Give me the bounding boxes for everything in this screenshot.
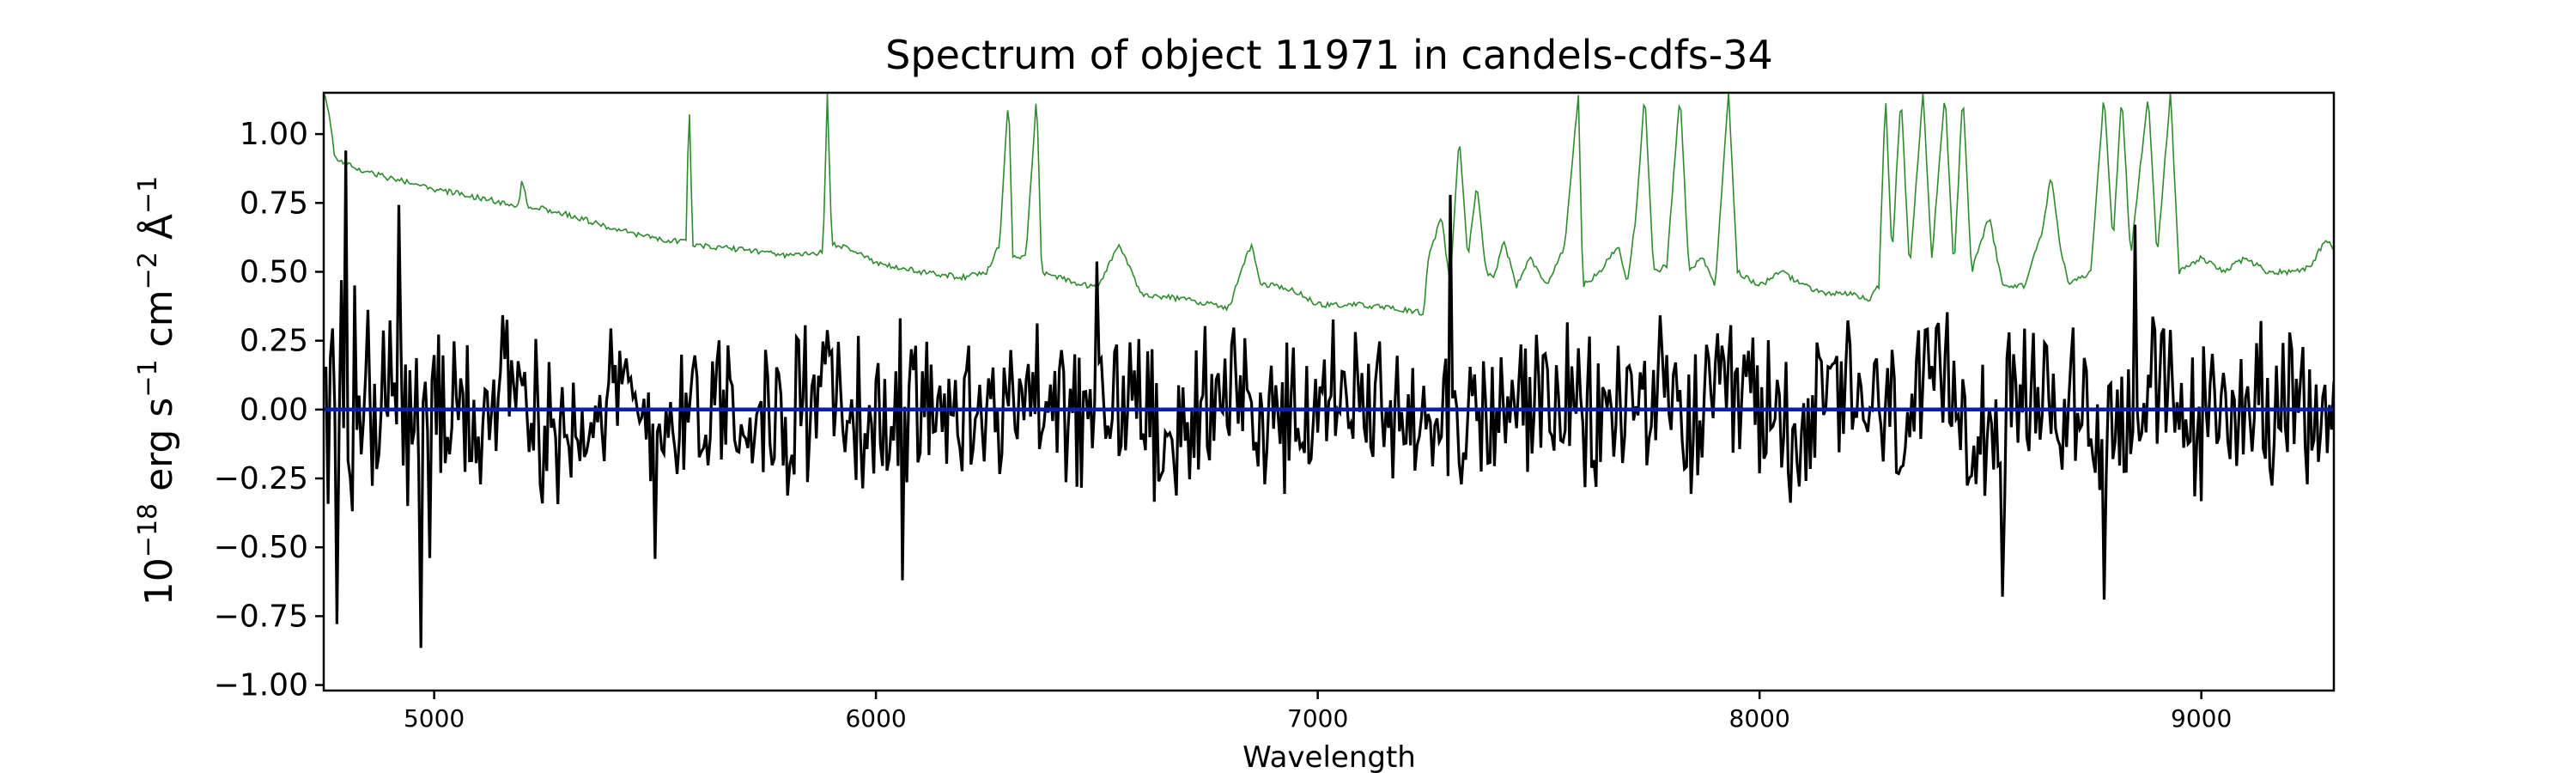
noise-line	[324, 93, 2334, 316]
y-tick-label: 0.25	[240, 324, 308, 359]
y-tick-label: −0.25	[214, 461, 308, 496]
x-axis: 5000 6000 7000 8000 9000	[404, 691, 2232, 733]
x-tick-label: 5000	[404, 704, 465, 733]
x-tick-label: 6000	[845, 704, 906, 733]
svg-text:10−18 erg s−1 cm−2 Å−1: 10−18 erg s−1 cm−2 Å−1	[133, 176, 181, 606]
chart-title: Spectrum of object 11971 in candels-cdfs…	[885, 32, 1773, 78]
plot-frame	[322, 91, 2336, 692]
x-tick-label: 7000	[1287, 704, 1348, 733]
y-tick-label: −0.75	[214, 599, 308, 634]
y-tick-label: 0.75	[240, 186, 308, 221]
y-tick-label: 0.50	[240, 254, 308, 289]
x-tick-label: 8000	[1729, 704, 1790, 733]
y-axis-label: 10−18 erg s−1 cm−2 Å−1	[133, 176, 181, 606]
y-tick-label: −0.50	[214, 530, 308, 565]
y-tick-label: −1.00	[214, 668, 308, 703]
y-axis: −1.00 −0.75 −0.50 −0.25 0.00 0.25 0.50 0.75 1.00	[214, 117, 324, 703]
flux-line	[324, 150, 2334, 648]
x-axis-label: Wavelength	[1242, 740, 1416, 773]
series-layer	[324, 93, 2334, 648]
x-tick-label: 9000	[2171, 704, 2232, 733]
y-tick-label: 0.00	[240, 393, 308, 428]
y-tick-label: 1.00	[240, 117, 308, 152]
